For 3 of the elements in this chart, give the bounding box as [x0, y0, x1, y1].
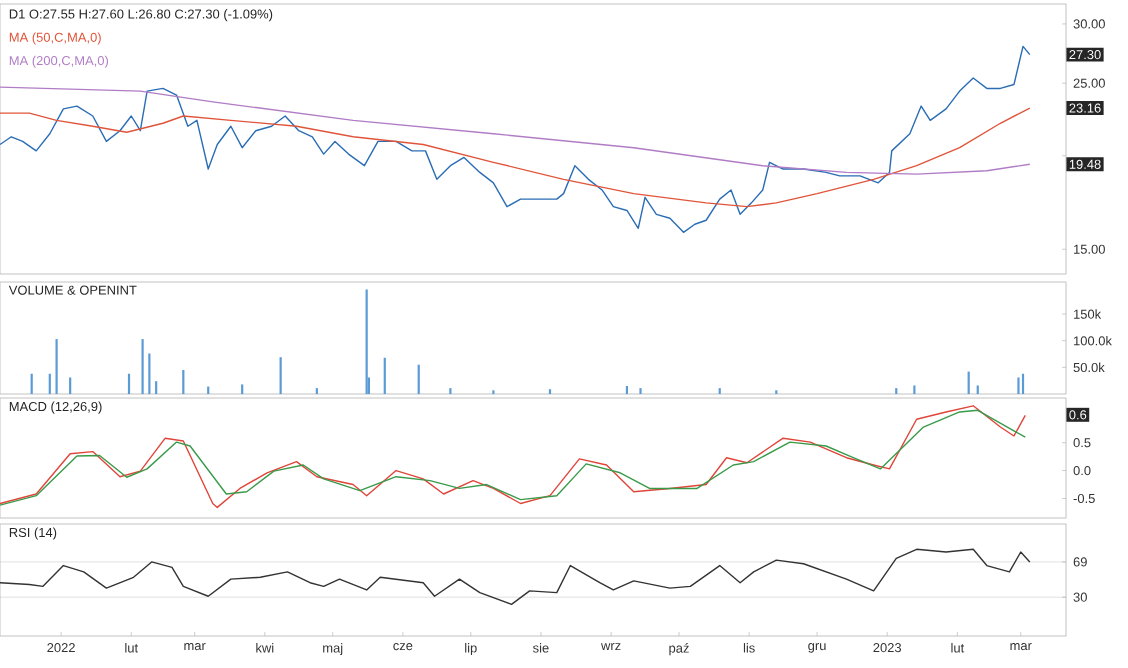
line-series: [0, 548, 1031, 606]
line-series: [0, 107, 1031, 208]
line-series: [0, 86, 1031, 175]
